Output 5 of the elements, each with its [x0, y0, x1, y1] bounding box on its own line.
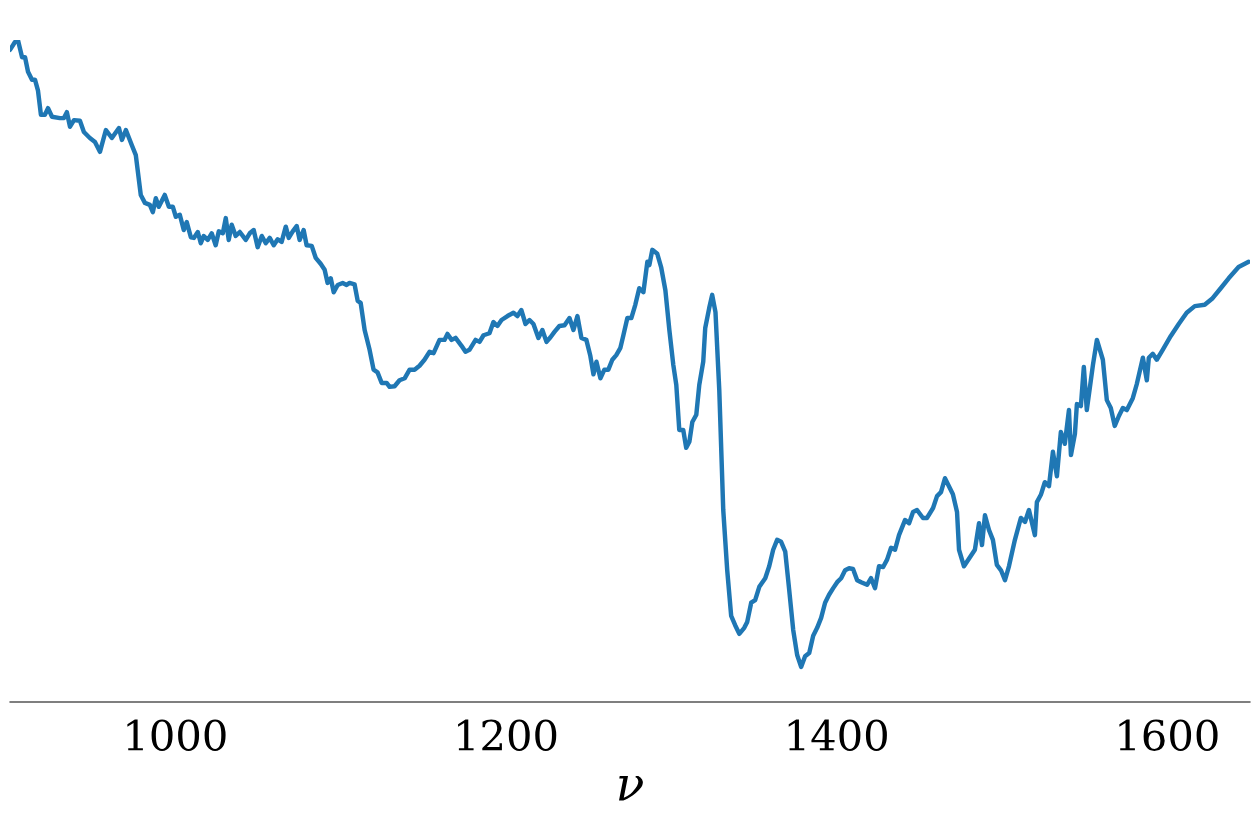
x-tick-label: 1600	[1119, 719, 1218, 751]
x-tick-label: 1200	[458, 719, 557, 751]
x-tick-label: 1000	[127, 719, 226, 751]
x-tick-label: 1400	[788, 719, 887, 751]
x-axis-title: ν	[619, 775, 643, 801]
